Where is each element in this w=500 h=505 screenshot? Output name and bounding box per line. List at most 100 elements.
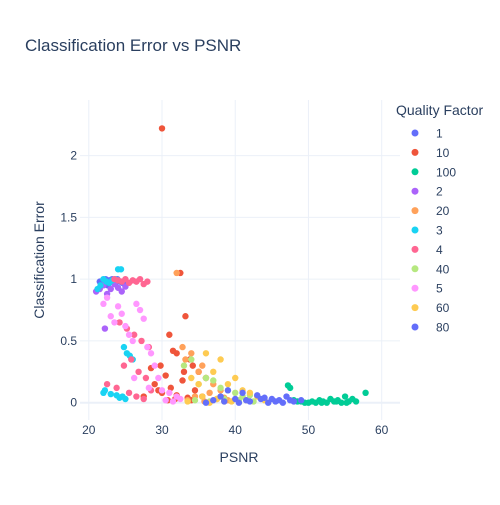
data-point[interactable] <box>191 397 199 404</box>
data-point[interactable] <box>286 384 294 392</box>
data-point[interactable] <box>138 337 145 345</box>
legend-item-60[interactable]: 60 <box>411 301 450 315</box>
legend-item-20[interactable]: 20 <box>411 204 450 218</box>
data-point[interactable] <box>199 393 206 400</box>
data-point[interactable] <box>135 368 142 376</box>
data-point[interactable] <box>191 387 199 394</box>
data-point[interactable] <box>179 343 186 351</box>
data-point[interactable] <box>224 387 232 394</box>
data-point[interactable] <box>140 315 147 322</box>
data-point[interactable] <box>286 397 294 404</box>
data-point[interactable] <box>118 288 125 295</box>
data-point[interactable] <box>113 384 120 392</box>
data-point[interactable] <box>145 384 153 392</box>
data-point[interactable] <box>217 356 224 363</box>
data-point[interactable] <box>188 374 195 382</box>
data-point[interactable] <box>140 395 147 403</box>
data-point[interactable] <box>144 343 151 351</box>
data-point[interactable] <box>122 322 129 330</box>
data-point[interactable] <box>136 275 144 283</box>
legend-item-4[interactable]: 4 <box>411 243 444 257</box>
legend-item-80[interactable]: 80 <box>411 321 450 335</box>
data-point[interactable] <box>157 362 164 369</box>
data-point[interactable] <box>333 398 340 405</box>
data-point[interactable] <box>129 337 136 345</box>
data-point[interactable] <box>182 313 189 320</box>
legend[interactable]: Quality Factor 1 10 100 2 20 3 4 40 5 60 80 <box>396 102 483 335</box>
data-point[interactable] <box>202 399 210 406</box>
data-point[interactable] <box>158 387 166 394</box>
data-point[interactable] <box>362 389 369 397</box>
data-point[interactable] <box>188 356 195 363</box>
data-point[interactable] <box>128 356 135 363</box>
data-point[interactable] <box>155 374 162 382</box>
data-point[interactable] <box>184 398 191 405</box>
data-point[interactable] <box>206 389 213 397</box>
data-point[interactable] <box>217 384 224 392</box>
data-point[interactable] <box>111 319 118 326</box>
data-point[interactable] <box>100 300 107 308</box>
data-point[interactable] <box>158 125 166 132</box>
data-point[interactable] <box>343 399 350 406</box>
data-point[interactable] <box>224 380 232 388</box>
data-point[interactable] <box>97 282 104 289</box>
data-point[interactable] <box>130 374 138 382</box>
legend-item-1[interactable]: 1 <box>411 127 444 141</box>
data-point[interactable] <box>169 398 177 405</box>
data-point[interactable] <box>257 395 265 403</box>
data-point[interactable] <box>338 399 345 406</box>
legend-item-2[interactable]: 2 <box>411 185 444 199</box>
data-point[interactable] <box>166 389 173 397</box>
data-point[interactable] <box>272 398 279 405</box>
data-point[interactable] <box>147 350 155 357</box>
data-point[interactable] <box>103 380 111 388</box>
data-point[interactable] <box>243 397 250 404</box>
legend-item-5[interactable]: 5 <box>411 282 444 296</box>
data-point[interactable] <box>142 374 150 382</box>
data-point[interactable] <box>169 347 177 355</box>
data-point[interactable] <box>195 380 202 388</box>
data-point[interactable] <box>136 306 144 314</box>
data-point[interactable] <box>352 398 360 405</box>
data-point[interactable] <box>202 374 210 382</box>
data-point[interactable] <box>162 372 169 379</box>
data-point[interactable] <box>120 362 128 369</box>
data-point[interactable] <box>179 377 186 384</box>
data-point[interactable] <box>210 377 217 384</box>
data-point[interactable] <box>279 399 287 406</box>
data-point[interactable] <box>217 393 224 400</box>
data-point[interactable] <box>264 399 272 406</box>
data-point[interactable] <box>107 313 114 320</box>
data-point[interactable] <box>180 362 188 369</box>
data-point[interactable] <box>210 368 217 376</box>
data-point[interactable] <box>195 368 202 376</box>
legend-item-100[interactable]: 100 <box>411 165 457 179</box>
data-point[interactable] <box>130 331 138 338</box>
data-point[interactable] <box>125 389 133 397</box>
data-point[interactable] <box>144 278 151 285</box>
legend-item-3[interactable]: 3 <box>411 224 444 238</box>
data-point[interactable] <box>122 395 129 403</box>
data-point[interactable] <box>232 389 239 397</box>
data-point[interactable] <box>202 350 210 357</box>
data-point[interactable] <box>232 374 239 382</box>
data-point[interactable] <box>162 397 169 404</box>
data-point[interactable] <box>117 266 125 273</box>
data-point[interactable] <box>221 398 228 405</box>
data-point[interactable] <box>318 399 325 406</box>
data-point[interactable] <box>246 389 254 397</box>
data-point[interactable] <box>120 343 128 351</box>
data-point[interactable] <box>167 384 175 392</box>
data-point[interactable] <box>166 331 173 338</box>
data-point[interactable] <box>103 294 111 301</box>
legend-item-40[interactable]: 40 <box>411 262 450 276</box>
data-point[interactable] <box>101 325 109 332</box>
data-point[interactable] <box>151 362 158 369</box>
data-point[interactable] <box>114 303 122 310</box>
data-point[interactable] <box>210 397 217 404</box>
data-point[interactable] <box>199 362 206 369</box>
data-point[interactable] <box>177 395 184 403</box>
data-point[interactable] <box>188 350 195 357</box>
data-point[interactable] <box>100 389 107 397</box>
data-point[interactable] <box>107 285 114 293</box>
